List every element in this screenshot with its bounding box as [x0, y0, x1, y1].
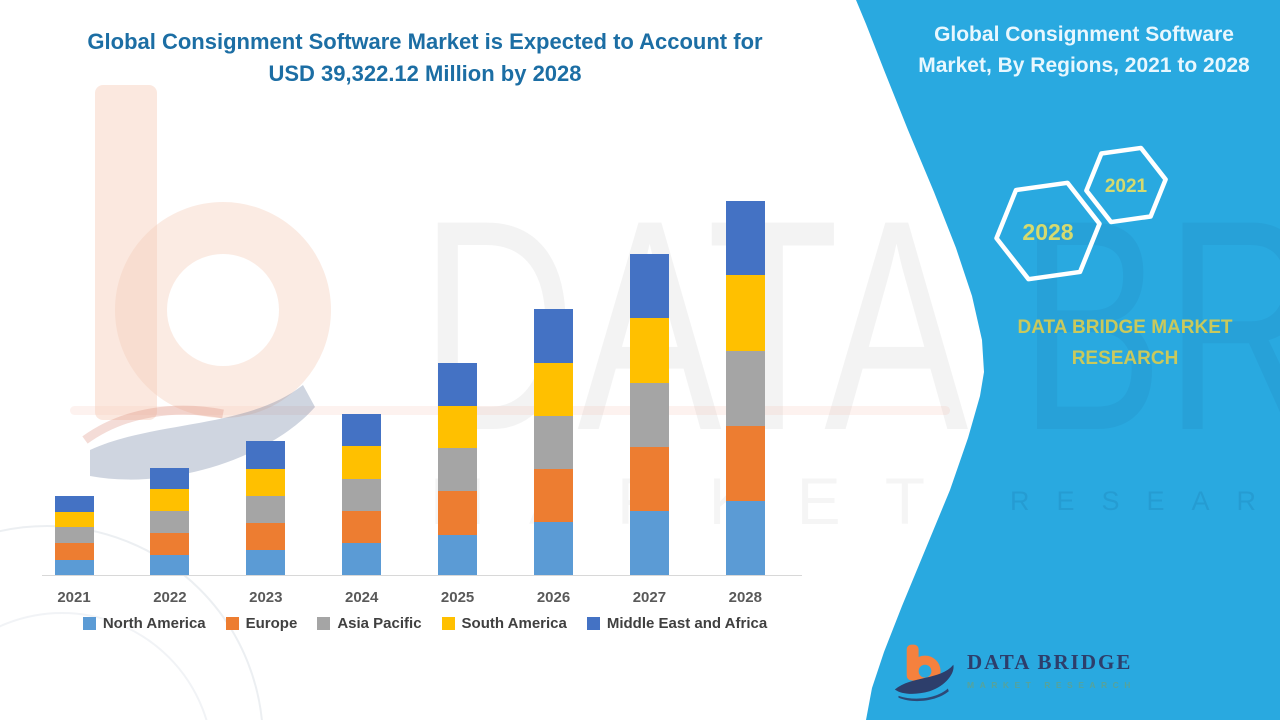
brand-wordmark: DATA BRIDGE MARKET RESEARCH: [955, 312, 1280, 374]
panel-watermark-subtext: RESEARCH: [1010, 486, 1280, 516]
bar-segment-2022-north-america: [150, 555, 190, 575]
legend-swatch-middle-east-and-africa: [586, 617, 600, 630]
bar-segment-2026-middle-east-and-africa: [534, 309, 573, 363]
legend-item-north-america: North America: [82, 615, 206, 632]
bar-segment-2023-asia-pacific: [246, 496, 286, 523]
bar-segment-2028-asia-pacific: [725, 351, 765, 426]
bar-segment-2021-europe: [54, 543, 94, 560]
bar-segment-2025-south-america: [438, 406, 478, 448]
bar-segment-2028-south-america: [725, 275, 765, 351]
bar-segment-2023-south-america: [246, 469, 286, 496]
bar-segment-2021-south-america: [54, 512, 94, 527]
bar-segment-2026-north-america: [534, 522, 573, 575]
bar-segment-2027-middle-east-and-africa: [629, 254, 669, 318]
legend-label-asia-pacific: Asia Pacific: [337, 615, 422, 632]
headline-line-1: Global Consignment Software Market is Ex…: [87, 29, 763, 54]
bar-segment-2027-europe: [629, 447, 669, 511]
legend-swatch-south-america: [441, 617, 455, 630]
watermark-swoosh-navy: [90, 385, 315, 480]
bar-segment-2025-middle-east-and-africa: [438, 363, 478, 406]
legend-item-europe: Europe: [225, 615, 298, 632]
bar-segment-2026-asia-pacific: [534, 416, 573, 469]
x-axis-label-2026: 2026: [536, 589, 571, 606]
legend-swatch-north-america: [82, 617, 96, 630]
hexagon-2021: [1084, 145, 1168, 225]
stacked-bar-chart: 2021 2022 2023 2024 2025 2026 2027 2028: [42, 201, 802, 606]
bar-segment-2025-asia-pacific: [438, 448, 478, 491]
watermark-b-stem: [95, 85, 157, 420]
bar-segment-2028-middle-east-and-africa: [725, 201, 765, 275]
bar-segment-2021-middle-east-and-africa: [54, 496, 94, 512]
bar-segment-2023-north-america: [246, 550, 286, 575]
bar-segment-2021-asia-pacific: [54, 527, 94, 543]
bar-segment-2022-asia-pacific: [150, 511, 190, 533]
legend-item-south-america: South America: [441, 615, 567, 632]
bar-segment-2022-middle-east-and-africa: [150, 468, 190, 489]
panel-title-line-2: Market, By Regions, 2021 to 2028: [918, 54, 1250, 77]
bar-segment-2024-europe: [342, 511, 382, 543]
legend-label-europe: Europe: [245, 615, 298, 632]
bar-segment-2022-south-america: [150, 489, 190, 511]
bar-segment-2028-north-america: [725, 501, 765, 575]
bar-segment-2022-europe: [150, 533, 190, 555]
bar-segment-2024-middle-east-and-africa: [342, 414, 382, 446]
bar-segment-2023-europe: [246, 523, 286, 550]
hexagon-2028: [994, 180, 1102, 282]
chart-legend: North America Europe Asia Pacific South Ame…: [0, 615, 850, 632]
legend-item-middle-east-and-africa: Middle East and Africa: [586, 615, 768, 632]
logo-subtitle: MARKET RESEARCH: [967, 680, 1136, 690]
bar-segment-2023-middle-east-and-africa: [246, 441, 286, 469]
logo-name: DATA BRIDGE: [967, 650, 1133, 674]
legend-label-south-america: South America: [461, 615, 567, 632]
brand-line-2: RESEARCH: [1071, 348, 1179, 369]
x-axis-label-2028: 2028: [728, 589, 762, 606]
bar-segment-2027-north-america: [629, 511, 669, 575]
panel-title-line-1: Global Consignment Software: [934, 23, 1234, 46]
watermark-swoosh-red: [82, 405, 224, 444]
hexagon-2021-label: 2021: [1105, 176, 1148, 197]
x-axis-label-2022: 2022: [153, 589, 187, 606]
legend-swatch-asia-pacific: [317, 617, 331, 630]
legend-label-north-america: North America: [102, 615, 206, 632]
brand-b-watermark-icon: [82, 85, 331, 480]
bar-segment-2026-europe: [534, 469, 573, 522]
bar-segment-2024-asia-pacific: [342, 479, 382, 511]
year-hexagons: 2028 2021: [994, 145, 1168, 282]
legend-swatch-europe: [225, 617, 239, 630]
x-axis-label-2023: 2023: [249, 589, 283, 606]
legend-item-asia-pacific: Asia Pacific: [317, 615, 422, 632]
brand-line-1: DATA BRIDGE MARKET: [1017, 317, 1233, 338]
logo-swoosh: [894, 664, 954, 694]
bar-segment-2025-europe: [438, 491, 478, 535]
bar-segment-2026-south-america: [534, 363, 573, 416]
bar-segment-2025-north-america: [438, 535, 478, 575]
bar-segment-2028-europe: [725, 426, 765, 501]
legend-label-middle-east-and-africa: Middle East and Africa: [606, 615, 768, 632]
logo-text-block: DATA BRIDGE MARKET RESEARCH: [967, 640, 1136, 690]
x-axis-label-2025: 2025: [440, 589, 475, 606]
logo-swoosh-tail: [898, 688, 949, 702]
chart-headline: Global Consignment Software Market is Ex…: [30, 26, 820, 90]
panel-title: Global Consignment Software Market, By R…: [900, 19, 1268, 81]
bar-segment-2024-north-america: [342, 543, 382, 575]
x-axis-label-2021: 2021: [57, 589, 91, 606]
watermark-b-bowl: [115, 202, 331, 418]
background-accent-band: [70, 406, 950, 415]
bar-segment-2027-south-america: [629, 318, 669, 383]
data-bridge-logo-icon: [894, 644, 954, 702]
bar-segment-2027-asia-pacific: [629, 383, 669, 447]
x-axis-label-2027: 2027: [632, 589, 667, 606]
x-axis-label-2024: 2024: [345, 589, 379, 606]
bar-segment-2024-south-america: [342, 446, 382, 479]
data-bridge-logo: DATA BRIDGE MARKET RESEARCH: [893, 640, 1136, 706]
hexagon-2028-label: 2028: [1022, 219, 1073, 245]
bar-segment-2021-north-america: [54, 560, 94, 575]
x-axis-line: [42, 575, 802, 576]
headline-line-2: USD 39,322.12 Million by 2028: [268, 61, 582, 86]
